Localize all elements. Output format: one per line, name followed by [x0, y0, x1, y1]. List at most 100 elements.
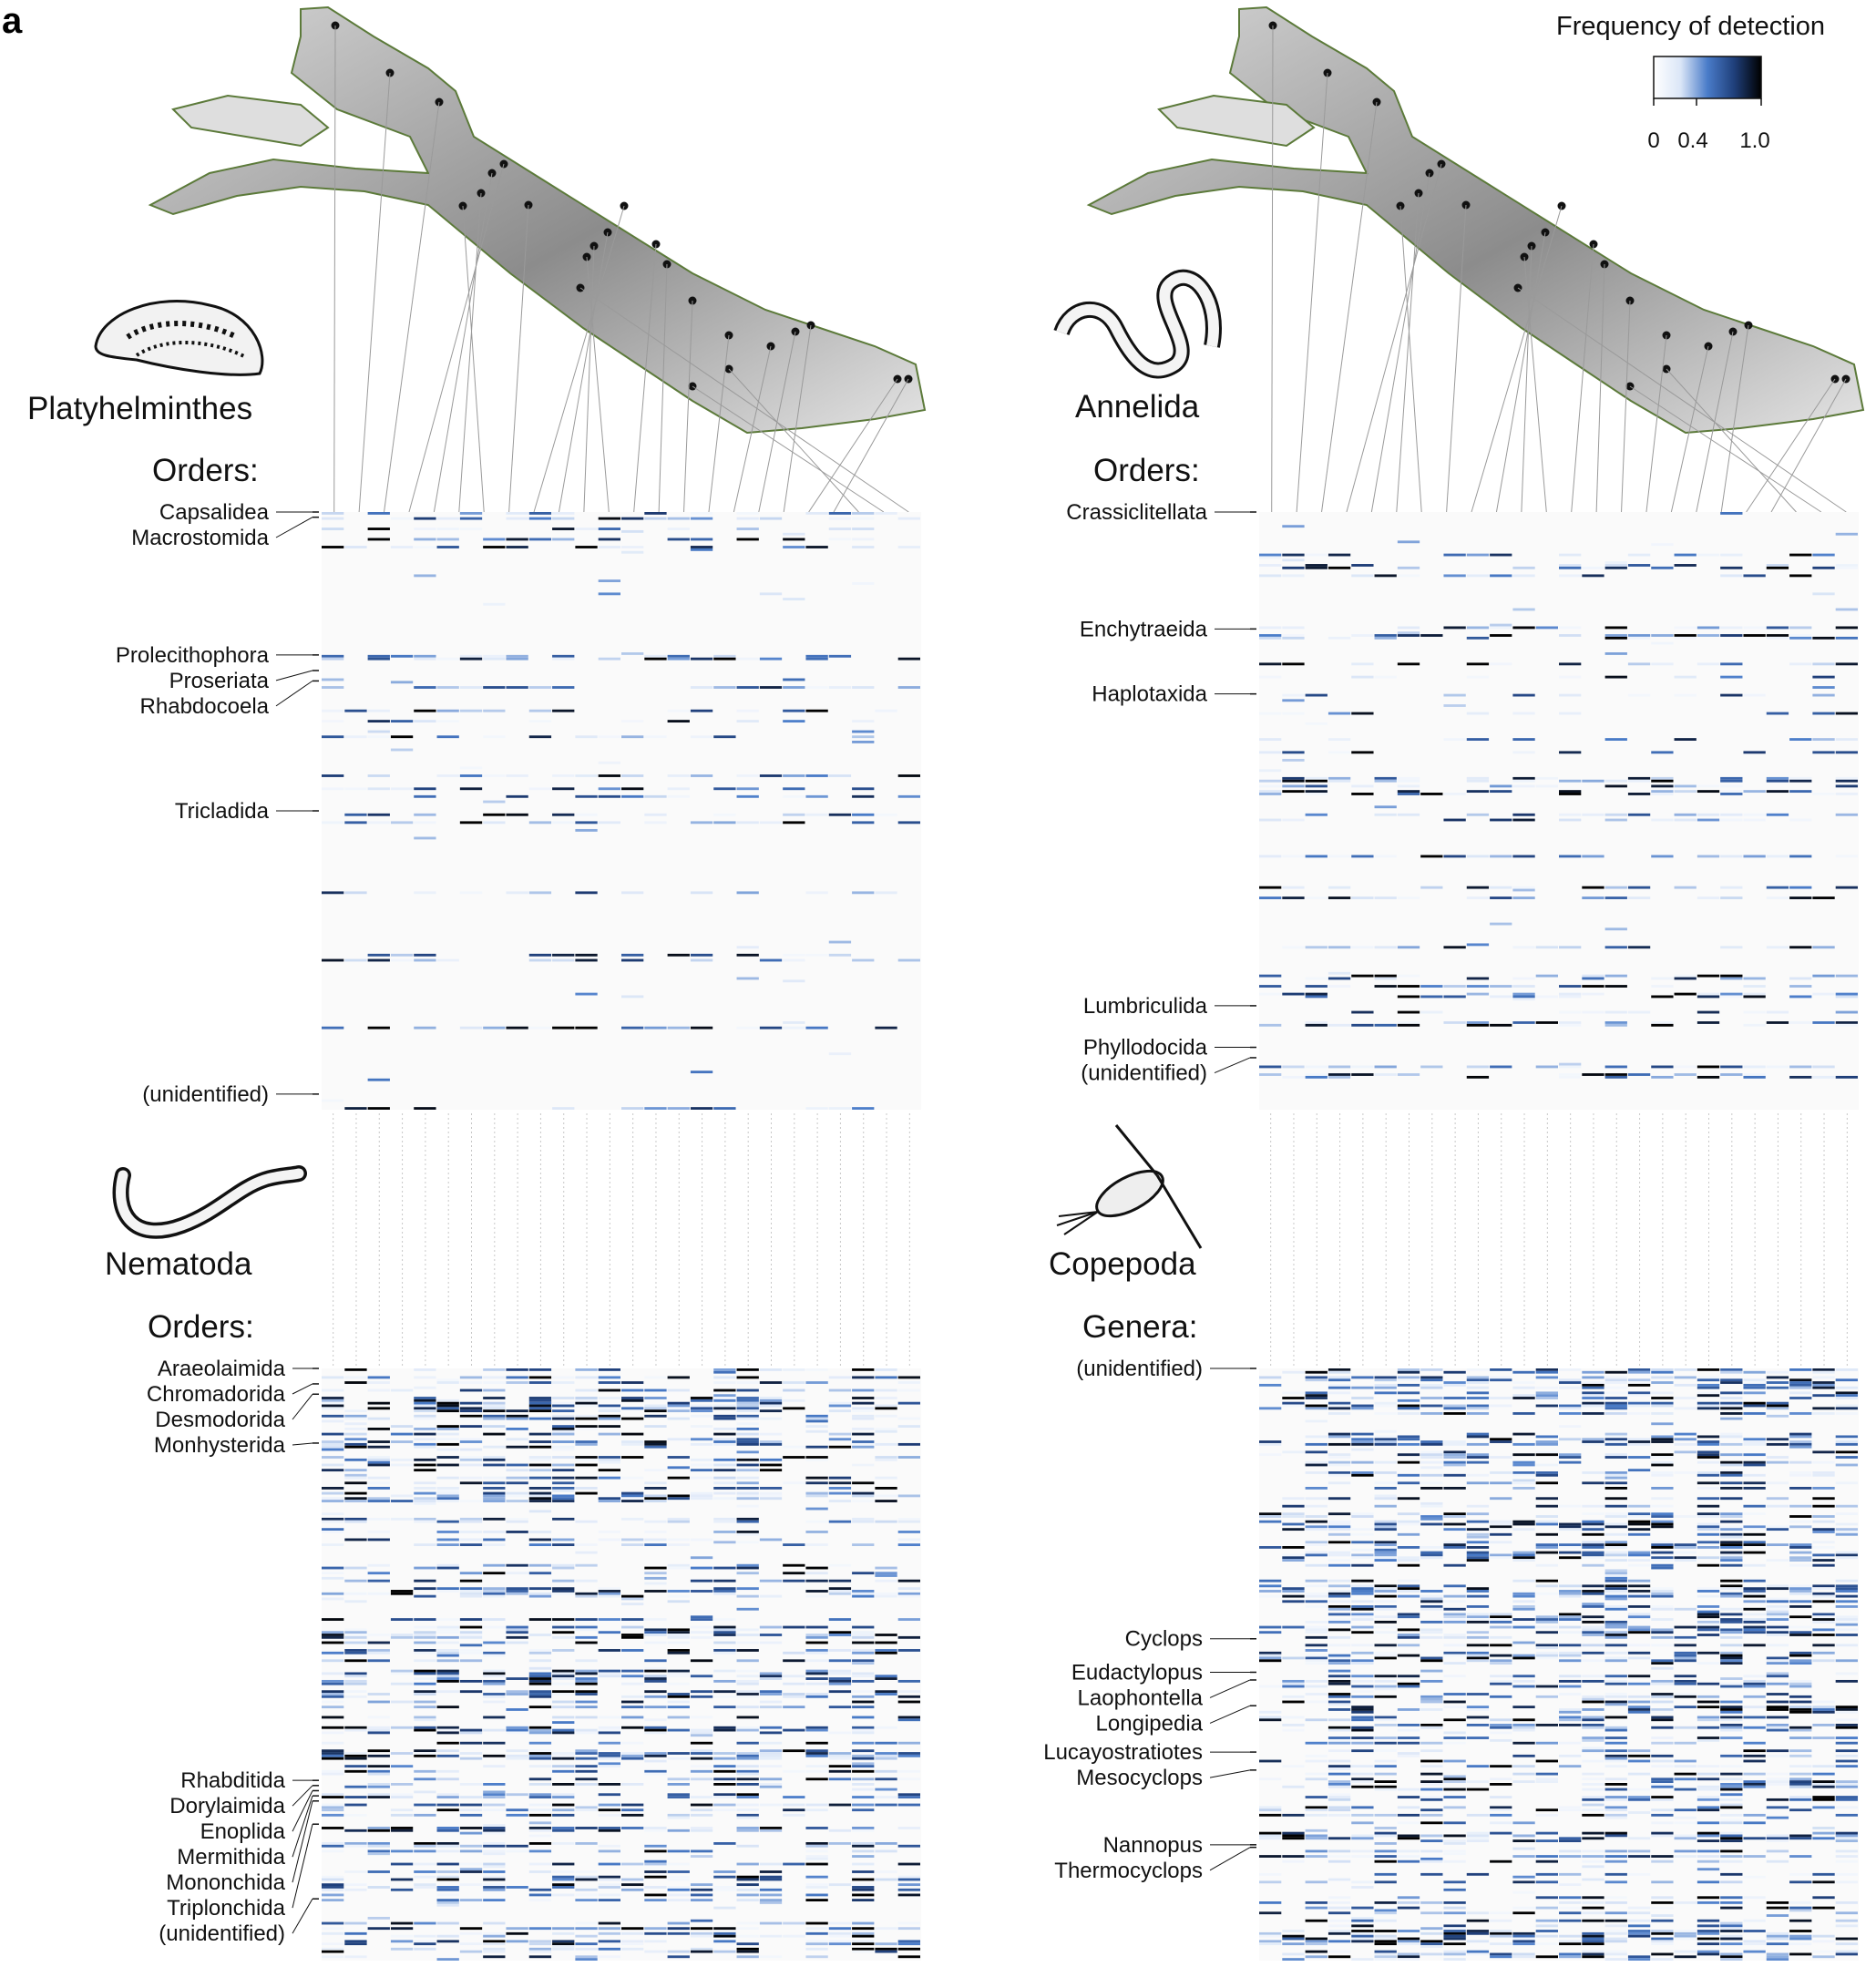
- heatmap-cell: [1789, 1391, 1812, 1395]
- heatmap-cell: [1651, 1777, 1674, 1781]
- heatmap-cell: [644, 1870, 667, 1873]
- heatmap-cell: [1305, 1901, 1328, 1904]
- heatmap-cell: [1604, 1958, 1627, 1961]
- heatmap-cell: [852, 1432, 875, 1436]
- heatmap-cell: [875, 1649, 897, 1652]
- heatmap-cell: [1466, 1659, 1490, 1663]
- heatmap-cell: [1835, 1378, 1858, 1382]
- heatmap-cell: [736, 1476, 759, 1480]
- heatmap-cell: [552, 1566, 575, 1570]
- heatmap-cell: [1535, 1777, 1558, 1781]
- heatmap-cell: [322, 1883, 344, 1887]
- heatmap-cell: [1259, 1718, 1282, 1722]
- heatmap-cell: [1835, 608, 1858, 611]
- heatmap-cell: [1328, 1460, 1351, 1464]
- heatmap-cell: [344, 1870, 367, 1873]
- heatmap-cell: [1766, 1021, 1789, 1024]
- rank-subtitle: Orders:: [1093, 453, 1200, 488]
- heatmap-cell: [1720, 977, 1743, 980]
- heatmap-cell: [852, 735, 875, 739]
- heatmap-cell: [1443, 1456, 1466, 1459]
- heatmap-cell: [1351, 1785, 1374, 1788]
- site-connector: [833, 378, 909, 513]
- heatmap-cell: [1789, 1710, 1812, 1714]
- heatmap-cell: [1651, 1391, 1674, 1395]
- heatmap-cell: [1789, 1695, 1812, 1698]
- heatmap-cell: [1697, 1950, 1720, 1953]
- heatmap-cell: [322, 1921, 344, 1925]
- heatmap-cell: [1604, 675, 1627, 679]
- heatmap-cell: [1559, 1741, 1582, 1745]
- heatmap-cell: [1282, 634, 1305, 637]
- heatmap-cell: [598, 1741, 620, 1745]
- heatmap-cell: [1812, 1706, 1835, 1709]
- heatmap-cell: [852, 512, 875, 515]
- heatmap-cell: [1627, 1749, 1651, 1753]
- heatmap-cell: [552, 1563, 575, 1567]
- heatmap-cell: [1604, 1442, 1627, 1446]
- heatmap-cell: [483, 1500, 506, 1502]
- heatmap-cell: [322, 1397, 344, 1399]
- heatmap-cell: [1466, 776, 1490, 780]
- heatmap-cell: [875, 1476, 897, 1480]
- heatmap-cell: [436, 1566, 459, 1570]
- heatmap-cell: [1720, 1520, 1743, 1523]
- heatmap-cell: [1582, 1553, 1604, 1557]
- heatmap-cell: [875, 512, 897, 515]
- heatmap-cell: [436, 735, 459, 739]
- heatmap-cell: [414, 1842, 436, 1845]
- heatmap-cell: [344, 1566, 367, 1570]
- heatmap-cell: [1466, 1620, 1490, 1624]
- heatmap-cell: [436, 1706, 459, 1709]
- heatmap-cell: [1535, 1618, 1558, 1621]
- heatmap-cell: [1627, 1370, 1651, 1374]
- heatmap-cell: [1651, 1952, 1674, 1956]
- heatmap-cell: [552, 1870, 575, 1873]
- heatmap-cell: [1374, 1391, 1397, 1395]
- heatmap-cell: [367, 1460, 390, 1464]
- heatmap-cell: [528, 1726, 552, 1729]
- heatmap-cell: [598, 1407, 620, 1410]
- heatmap-cell: [1559, 553, 1582, 557]
- heatmap-cell: [552, 1940, 575, 1943]
- heatmap-cell: [1743, 1695, 1766, 1698]
- heatmap-cell: [1351, 974, 1374, 978]
- heatmap-cell: [459, 774, 483, 777]
- heatmap-cell: [344, 1844, 367, 1848]
- heatmap-cell: [621, 1940, 644, 1943]
- heatmap-cell: [436, 1793, 459, 1797]
- heatmap-cell: [1743, 1783, 1766, 1786]
- heatmap-cell: [828, 1432, 852, 1436]
- heatmap-cell: [1282, 1075, 1305, 1079]
- heatmap-cell: [506, 1428, 528, 1430]
- heatmap-cell: [483, 1672, 506, 1675]
- heatmap-cell: [1397, 1442, 1420, 1446]
- heatmap-cell: [805, 1844, 828, 1848]
- heatmap-cell: [598, 1376, 620, 1379]
- heatmap-cell: [1743, 1525, 1766, 1529]
- heatmap-cell: [805, 1726, 828, 1729]
- heatmap-cell: [1720, 1404, 1743, 1408]
- heatmap-cell: [575, 1551, 598, 1554]
- heatmap-cell: [552, 1842, 575, 1845]
- heatmap-cell: [1582, 1831, 1604, 1835]
- heatmap-cell: [1305, 1584, 1328, 1588]
- heatmap-cell: [1282, 1497, 1305, 1501]
- heatmap-cell: [1674, 1931, 1697, 1935]
- heatmap-cell: [1512, 608, 1535, 611]
- heatmap-cell: [1743, 1532, 1766, 1536]
- heatmap-cell: [1351, 1615, 1374, 1619]
- heatmap-cell: [414, 1414, 436, 1418]
- heatmap-cell: [1374, 1412, 1397, 1415]
- heatmap-cell: [1766, 790, 1789, 794]
- heatmap-cell: [367, 1842, 390, 1845]
- heatmap-cell: [367, 1796, 390, 1798]
- heatmap-cell: [667, 1682, 690, 1685]
- heatmap-cell: [1604, 1679, 1627, 1683]
- heatmap-cell: [852, 1440, 875, 1443]
- heatmap-cell: [621, 1927, 644, 1931]
- heatmap-cell: [690, 1749, 713, 1753]
- heatmap-cell: [552, 1765, 575, 1768]
- heatmap-cell: [1397, 1590, 1420, 1593]
- heatmap-cell: [390, 1494, 414, 1498]
